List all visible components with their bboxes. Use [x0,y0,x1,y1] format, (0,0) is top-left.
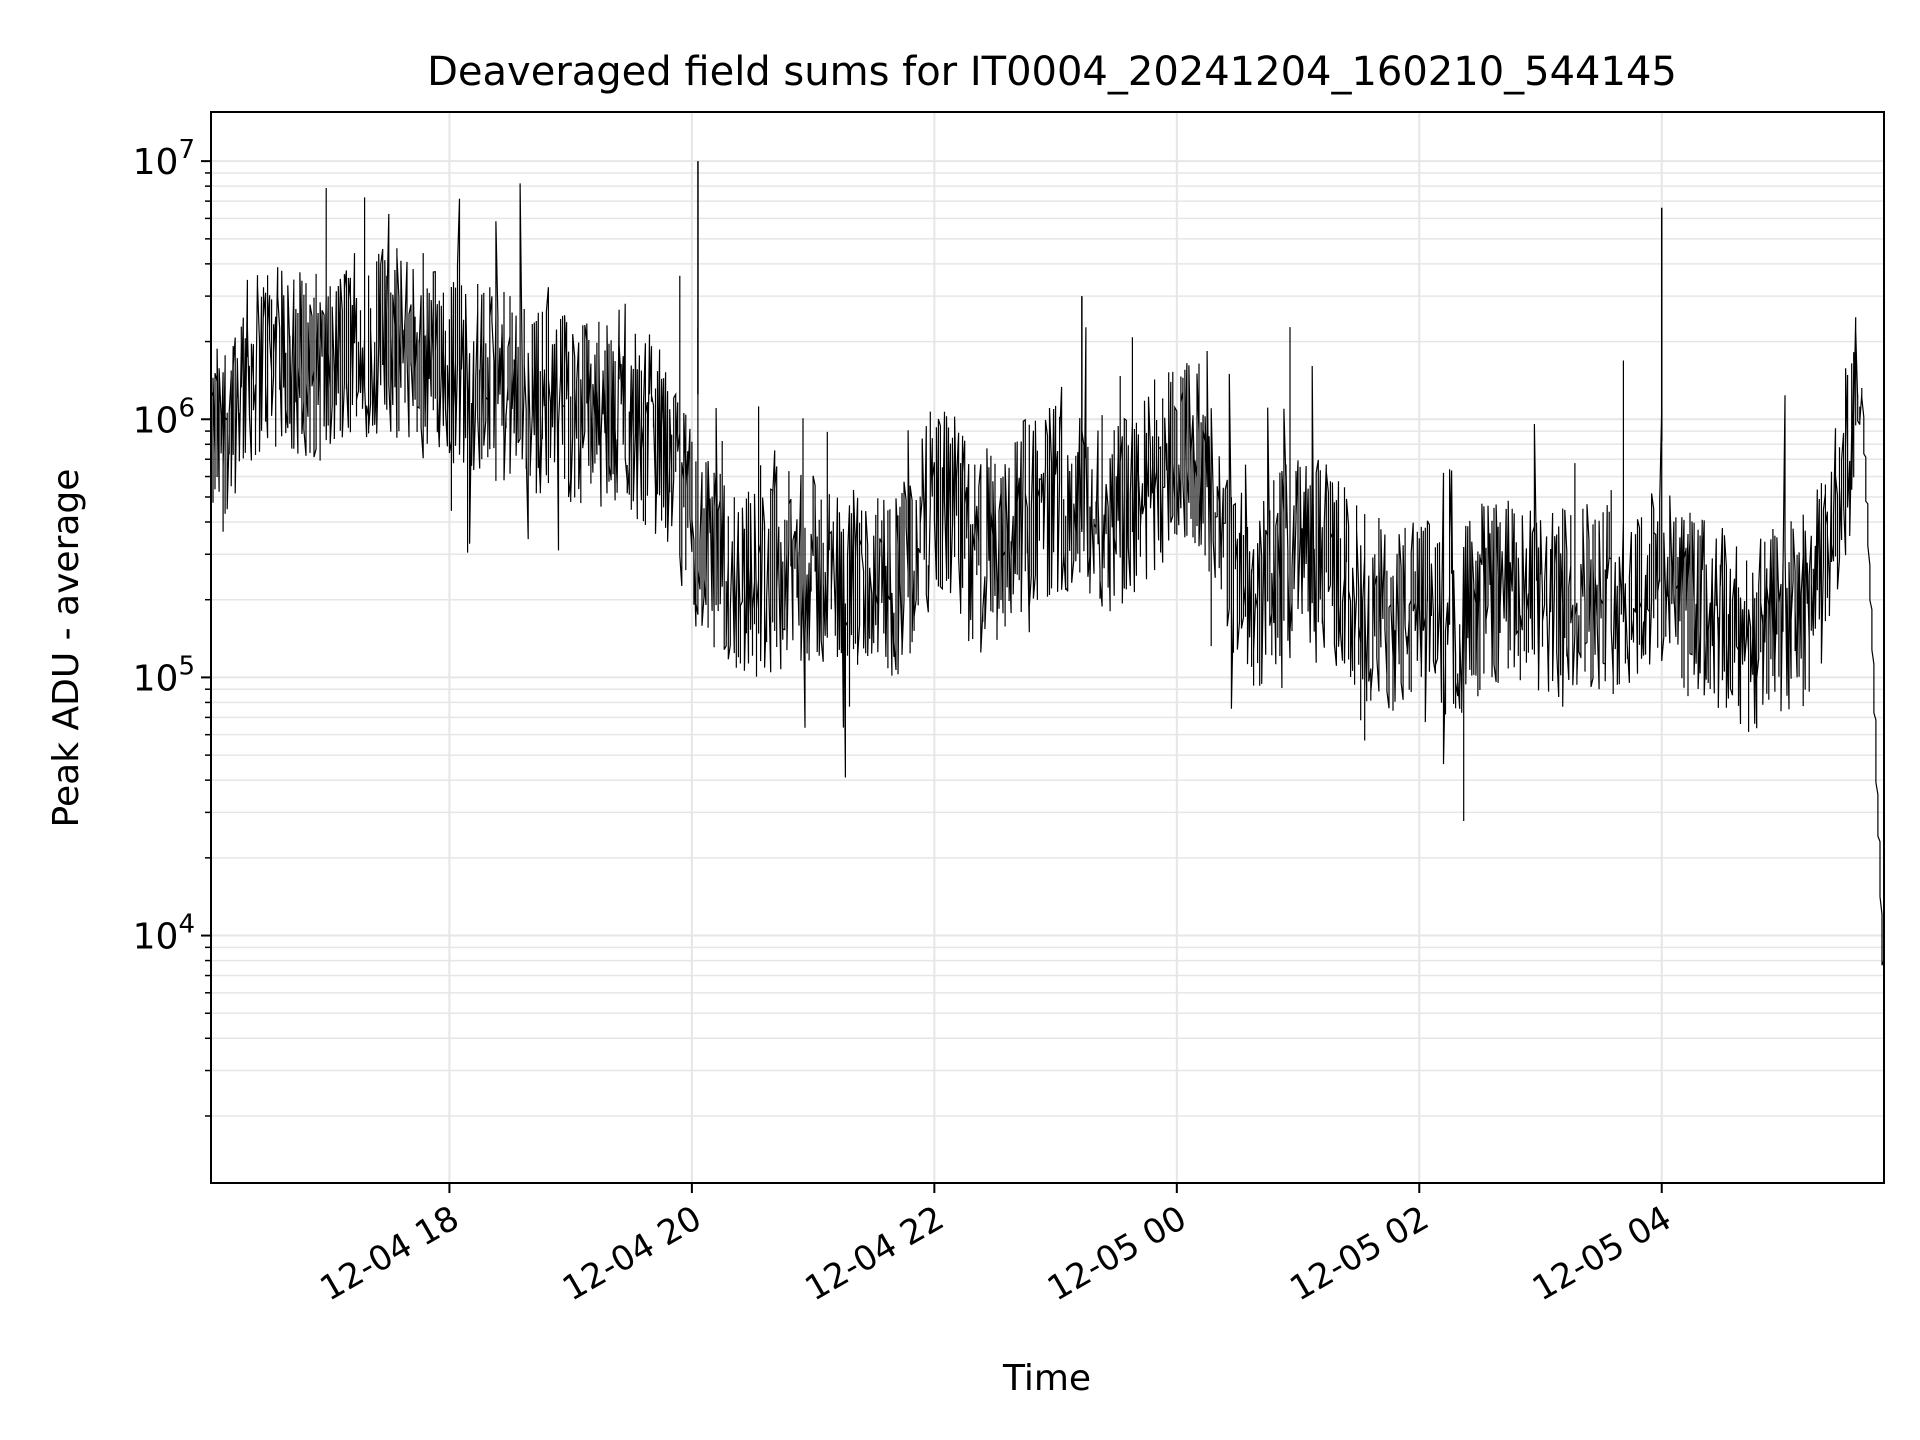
y-tick-label: 105 [133,651,195,699]
plot-frame [210,111,1885,1184]
y-tick-label: 106 [133,393,195,441]
data-series [210,161,1885,966]
y-tick-label: 107 [133,135,195,183]
x-axis-label: Time [1002,1358,1091,1399]
y-axis-label: Peak ADU - average [46,469,87,828]
series-line [210,183,1885,966]
chart-title: Deaveraged field sums for IT0004_2024120… [427,49,1677,95]
y-tick-label: 104 [133,910,195,958]
y-axis-ticks: 104 105 106 107 [133,135,211,1117]
